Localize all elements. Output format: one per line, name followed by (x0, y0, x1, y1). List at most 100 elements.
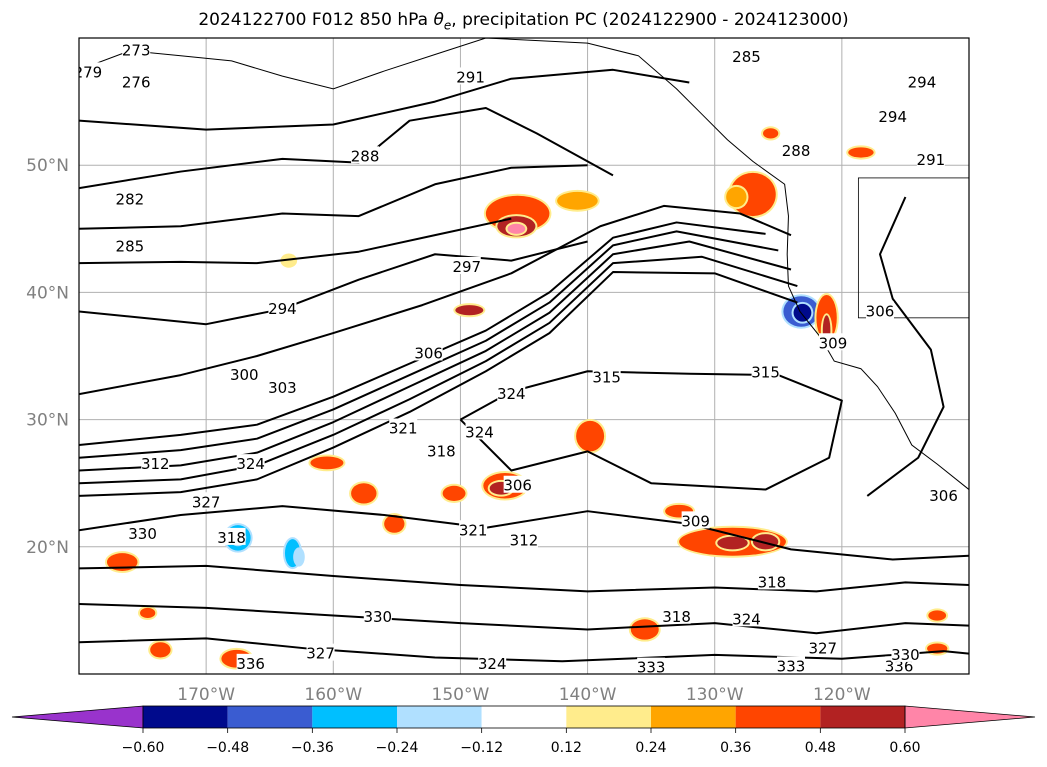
colorbar-segment (735, 706, 821, 728)
contour-label: 327 (306, 645, 335, 663)
theta-e-contour (459, 370, 843, 491)
lat-tick-label: 50°N (26, 156, 69, 176)
contour-label: 324 (478, 655, 507, 673)
title-prefix: 2024122700 F012 850 hPa (198, 10, 434, 30)
contour-label: 303 (268, 379, 297, 397)
contour-label: 312 (141, 455, 170, 473)
contour-label-bg (414, 343, 443, 361)
precip-patch (140, 607, 156, 619)
precip-patch (793, 303, 812, 322)
contour-label-bg (128, 524, 157, 542)
precip-patch (928, 610, 947, 621)
contour-label-bg (907, 72, 936, 90)
contour-label-bg (916, 150, 945, 168)
contour-label-bg (236, 454, 265, 472)
lat-tick-label: 40°N (26, 283, 69, 303)
contour-label-bg (389, 418, 418, 436)
lon-tick-label: 140°W (559, 685, 617, 705)
map-frame (78, 37, 970, 675)
contour-label: 315 (592, 369, 621, 387)
colorbar-segment (312, 706, 397, 728)
contour-label-bg (510, 530, 538, 548)
lon-tick-label: 130°W (686, 685, 744, 705)
contour-label: 321 (459, 521, 488, 539)
colorbar-frame (142, 705, 906, 729)
lon-tick-label: 150°W (432, 685, 490, 705)
precip-patch (150, 642, 171, 658)
contour-label: 285 (116, 238, 145, 256)
contour-label: 306 (503, 477, 532, 495)
colorbar-segment (820, 706, 905, 728)
theta-e-contours (79, 68, 969, 663)
theta-e-contour (79, 240, 588, 326)
contour-label: 321 (389, 420, 418, 438)
colorbar-tick-label: 0.48 (805, 740, 836, 756)
colorbar-high-extension (904, 705, 1036, 729)
colorbar-low-extension (11, 705, 144, 729)
contour-label-bg (236, 653, 265, 671)
contour-label: 297 (452, 258, 481, 276)
contour-label-bg (115, 236, 144, 254)
contour-label: 288 (782, 142, 811, 160)
contour-label: 282 (116, 191, 145, 209)
contour-label: 294 (878, 108, 907, 126)
lon-tick-label: 170°W (177, 685, 235, 705)
precip-patch (726, 186, 747, 208)
contour-label: 288 (351, 147, 380, 165)
contour-label: 330 (891, 646, 920, 664)
contour-label: 291 (917, 151, 946, 169)
contour-label: 294 (268, 300, 297, 318)
precip-patch (282, 255, 296, 266)
contour-label: 285 (732, 48, 761, 66)
theta-e-contour (79, 505, 969, 561)
contour-labels: 2732762792822852882912852942942912882972… (79, 40, 958, 675)
contour-label: 315 (751, 364, 780, 382)
colorbar-segment (651, 706, 736, 728)
contour-label: 306 (414, 344, 443, 362)
precip-patch (455, 305, 484, 316)
contour-label: 318 (758, 573, 787, 591)
contour-label-bg (891, 644, 920, 662)
contour-label: 300 (230, 366, 259, 384)
map-background (79, 38, 969, 674)
contour-label: 324 (236, 455, 265, 473)
title-suffix: , precipitation PC (2024122900 - 2024123… (451, 10, 849, 30)
lat-tick-label: 30°N (26, 411, 69, 431)
contour-label: 312 (510, 531, 539, 549)
theta-e-contour (79, 240, 792, 472)
contour-label-bg (732, 609, 761, 627)
precip-patch (295, 549, 303, 565)
contour-label-bg (808, 638, 837, 656)
lon-tick-label: 120°W (813, 685, 871, 705)
contour-label: 327 (808, 640, 837, 658)
contour-label-bg (459, 520, 488, 538)
theta-e-contour (79, 221, 766, 447)
theta-e-contour (79, 217, 512, 265)
contour-label: 324 (732, 610, 761, 628)
colorbar-tick-label: −0.24 (376, 740, 419, 756)
theta-e-contour (79, 164, 588, 230)
contour-label: 324 (465, 423, 494, 441)
contour-label-bg (363, 606, 392, 624)
contour-label-bg (268, 377, 297, 395)
precip-patch (507, 223, 526, 234)
contour-label-bg (777, 656, 805, 674)
precip-patch (576, 420, 605, 452)
title-subscript: e (443, 18, 452, 33)
colorbar-tick-label: −0.48 (206, 740, 249, 756)
map-title: 2024122700 F012 850 hPa θe, precipitatio… (0, 10, 1047, 32)
contour-label-bg (306, 643, 335, 661)
contour-label-bg (497, 384, 526, 402)
contour-label-bg (452, 256, 481, 274)
contour-label-bg (681, 511, 710, 529)
contour-label-bg (351, 146, 380, 164)
contour-label: 333 (777, 657, 806, 675)
longitude-labels: 170°W 160°W 150°W 140°W 130°W 120°W (177, 685, 871, 705)
contour-label-bg (878, 106, 907, 124)
colorbar: −0.60 −0.48 −0.36 −0.24 −0.12 0.12 0.24 0.36 0.4… (11, 705, 1036, 756)
title-theta-symbol: θ (433, 10, 444, 30)
contour-label: 291 (456, 68, 485, 86)
contour-label: 273 (122, 42, 151, 60)
precip-patch (763, 128, 779, 139)
